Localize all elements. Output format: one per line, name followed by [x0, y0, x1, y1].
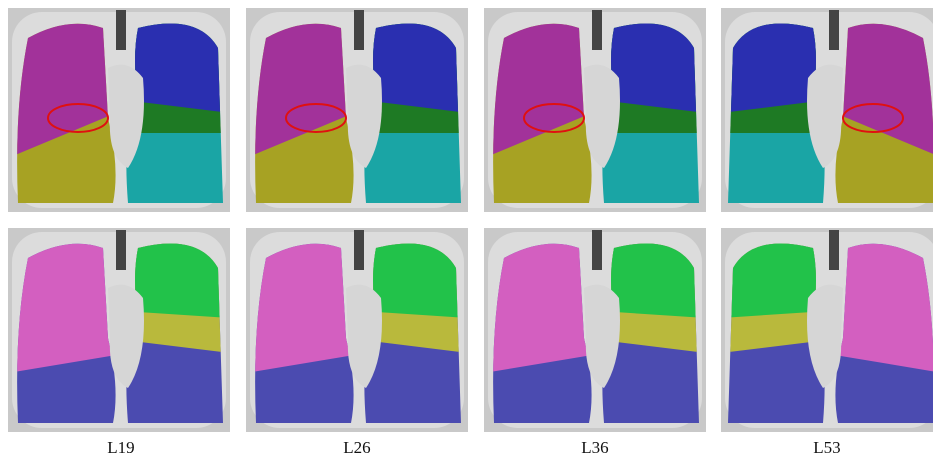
trachea [829, 230, 839, 270]
ct-panel [484, 228, 706, 432]
ct-panel [246, 8, 468, 212]
ct-panel [8, 228, 230, 432]
ct-panel [246, 228, 468, 432]
panel-label: L19 [107, 438, 134, 457]
panel-label: L36 [581, 438, 608, 457]
trachea [354, 230, 364, 270]
trachea [592, 230, 602, 270]
ct-panel [721, 8, 933, 212]
panel-label: L53 [813, 438, 840, 457]
trachea [354, 10, 364, 50]
trachea [592, 10, 602, 50]
trachea [116, 10, 126, 50]
ct-panel [721, 228, 933, 432]
panel-label: L26 [343, 438, 370, 457]
trachea [829, 10, 839, 50]
ct-panel [484, 8, 706, 212]
trachea [116, 230, 126, 270]
ct-panel [8, 8, 230, 212]
figure: L19 L26 L36 L53 [0, 0, 933, 459]
